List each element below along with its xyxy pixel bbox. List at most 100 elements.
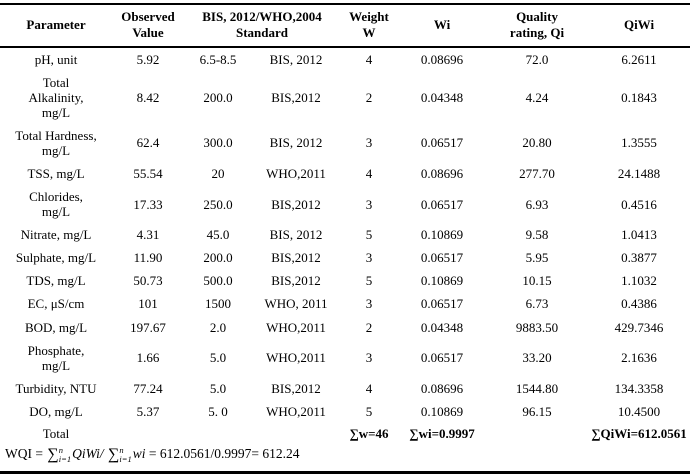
table-total-section: Total ∑w=46 ∑wi=0.9997 ∑QiWi=612.0561	[0, 423, 690, 444]
table-row: DO, mg/L 5.37 5. 0 WHO,2011 5 0.10869 96.15 10.…	[0, 400, 690, 423]
cell-wi: 0.10869	[420, 273, 464, 289]
total-observed	[112, 423, 184, 444]
cell-std: 6.5-8.5	[199, 51, 237, 67]
cell-qi: 33.20	[522, 350, 552, 366]
cell-src: WHO,2011	[266, 165, 326, 181]
cell-param: TSS, mg/L	[27, 165, 85, 181]
cell-src: BIS,2012	[271, 89, 321, 105]
cell-wi: 0.04348	[420, 89, 464, 105]
cell-src: BIS, 2012	[269, 227, 323, 243]
table-row: Chlorides, mg/L 17.33 250.0 BIS,2012 3 0.0651…	[0, 185, 690, 223]
cell-src: BIS,2012	[271, 196, 321, 212]
cell-w: 4	[365, 380, 373, 396]
cell-wi: 0.04348	[420, 319, 464, 335]
table-row: EC, μS/cm 101 1500 WHO, 2011 3 0.06517 6.73 0.4…	[0, 292, 690, 315]
cell-src: BIS,2012	[271, 273, 321, 289]
cell-param: Total Hardness, mg/L	[15, 127, 97, 158]
cell-observed: 50.73	[133, 273, 163, 289]
cell-qiwi: 1.0413	[621, 227, 657, 243]
cell-qiwi: 0.3877	[621, 250, 657, 266]
cell-w: 4	[365, 165, 373, 181]
cell-src: BIS,2012	[271, 250, 321, 266]
cell-std: 500.0	[203, 273, 233, 289]
cell-std: 200.0	[203, 250, 233, 266]
cell-w: 5	[365, 273, 373, 289]
cell-qi: 6.93	[525, 196, 549, 212]
cell-qi: 277.70	[519, 165, 555, 181]
wqi-formula-term2: wi	[132, 445, 146, 461]
total-row: Total ∑w=46 ∑wi=0.9997 ∑QiWi=612.0561	[0, 423, 690, 444]
cell-wi: 0.08696	[420, 380, 464, 396]
cell-wi: 0.08696	[420, 165, 464, 181]
table-row: Total Hardness, mg/L 62.4 300.0 BIS, 2012 3 0…	[0, 124, 690, 162]
cell-wi: 0.06517	[420, 135, 464, 151]
cell-src: WHO,2011	[266, 350, 326, 366]
sum-superscript: n	[58, 445, 64, 456]
wqi-formula-prefix: WQI =	[5, 445, 47, 461]
cell-qiwi: 429.7346	[614, 319, 664, 335]
sum-subscript: i=1	[58, 453, 72, 464]
cell-param: Total Alkalinity, mg/L	[28, 74, 84, 120]
cell-qi: 9.58	[525, 227, 549, 243]
table-row: BOD, mg/L 197.67 2.0 WHO,2011 2 0.04348 9883.5…	[0, 316, 690, 339]
water-quality-index-table: Parameter Observed Value BIS, 2012/WHO,2…	[0, 3, 690, 444]
total-src	[252, 423, 340, 444]
cell-observed: 1.66	[136, 350, 160, 366]
sigma-icon: ∑	[47, 445, 59, 463]
cell-wi: 0.06517	[420, 196, 464, 212]
cell-param: Chlorides, mg/L	[29, 189, 83, 220]
cell-param: pH, unit	[34, 51, 78, 67]
cell-observed: 5.92	[136, 51, 160, 67]
header-weight: Weight W	[349, 9, 389, 41]
cell-param: EC, μS/cm	[27, 296, 85, 312]
cell-std: 1500	[205, 296, 231, 312]
sum-symbol: ∑ n i=1	[108, 446, 132, 463]
total-std	[184, 423, 252, 444]
cell-param: Sulphate, mg/L	[15, 250, 97, 266]
sigma-icon: ∑	[108, 445, 120, 463]
cell-w: 3	[365, 296, 373, 312]
cell-wi: 0.06517	[420, 350, 464, 366]
cell-w: 3	[365, 135, 373, 151]
wqi-formula: WQI = ∑ n i=1 QiWi/ ∑ n i=1 wi = 612.0561/0.99…	[0, 444, 690, 465]
cell-w: 2	[365, 89, 373, 105]
cell-qi: 6.73	[525, 296, 549, 312]
cell-param: Nitrate, mg/L	[20, 227, 92, 243]
table-row: TSS, mg/L 55.54 20 WHO,2011 4 0.08696 277.70 24…	[0, 162, 690, 185]
cell-std: 200.0	[203, 89, 233, 105]
header-parameter: Parameter	[26, 17, 86, 33]
table-row: Total Alkalinity, mg/L 8.42 200.0 BIS,2012 2…	[0, 71, 690, 124]
cell-w: 4	[365, 51, 373, 67]
cell-w: 3	[365, 196, 373, 212]
cell-wi: 0.06517	[420, 296, 464, 312]
cell-observed: 101	[138, 296, 158, 312]
cell-qi: 10.15	[522, 273, 552, 289]
cell-std: 2.0	[209, 319, 227, 335]
wqi-formula-term1: QiWi/	[72, 445, 104, 461]
sum-symbol: ∑ n i=1	[47, 446, 71, 463]
table-row: Sulphate, mg/L 11.90 200.0 BIS,2012 3 0.06517…	[0, 246, 690, 269]
cell-observed: 4.31	[136, 227, 160, 243]
header-standard: BIS, 2012/WHO,2004 Standard	[202, 9, 322, 41]
cell-qi: 20.80	[522, 135, 552, 151]
cell-std: 45.0	[206, 227, 230, 243]
cell-wi: 0.08696	[420, 51, 464, 67]
cell-param: Phosphate, mg/L	[27, 342, 85, 373]
cell-qi: 9883.50	[515, 319, 559, 335]
cell-qiwi: 0.1843	[621, 89, 657, 105]
cell-wi: 0.10869	[420, 403, 464, 419]
cell-std: 5.0	[209, 350, 227, 366]
sum-subscript: i=1	[119, 453, 132, 464]
cell-std: 300.0	[203, 135, 233, 151]
table-body: pH, unit 5.92 6.5-8.5 BIS, 2012 4 0.08696 72.0…	[0, 47, 690, 423]
cell-src: BIS, 2012	[269, 51, 323, 67]
cell-qiwi: 10.4500	[617, 403, 661, 419]
cell-param: BOD, mg/L	[24, 319, 88, 335]
cell-w: 5	[365, 227, 373, 243]
cell-src: BIS, 2012	[269, 135, 323, 151]
cell-observed: 17.33	[133, 196, 163, 212]
wqi-formula-result: = 612.0561/0.9997= 612.24	[145, 445, 300, 461]
cell-observed: 11.90	[133, 250, 163, 266]
cell-qiwi: 2.1636	[621, 350, 657, 366]
